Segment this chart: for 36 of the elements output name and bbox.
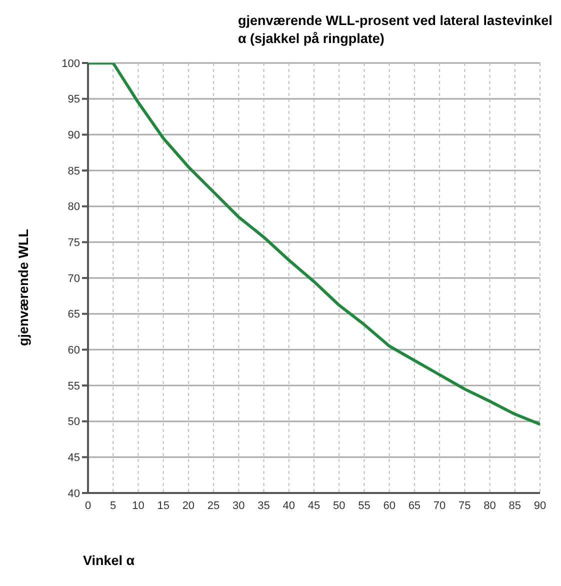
x-tick-label: 70 <box>433 500 446 512</box>
y-tick-label: 80 <box>68 201 80 214</box>
y-axis-title: gjenværende WLL <box>16 228 31 346</box>
y-tick-label: 65 <box>68 308 80 321</box>
y-tick-label: 55 <box>68 380 80 392</box>
x-tick-label: 0 <box>84 500 92 512</box>
y-tick-label: 45 <box>68 452 80 464</box>
y-tick-label: 95 <box>68 94 80 106</box>
y-tick-label: 60 <box>68 344 80 357</box>
y-tick-label: 70 <box>68 272 80 285</box>
x-tick-label: 35 <box>258 500 270 512</box>
y-tick-label: 90 <box>68 130 80 142</box>
x-tick-label: 25 <box>207 500 220 512</box>
x-tick-label: 10 <box>132 500 144 512</box>
y-tick-label: 40 <box>68 488 80 500</box>
x-tick-label: 50 <box>332 500 346 512</box>
x-tick-label: 60 <box>383 500 396 512</box>
x-tick-label: 85 <box>508 500 522 512</box>
x-tick-label: 75 <box>458 500 471 512</box>
x-axis-title: Vinkel α <box>83 553 135 568</box>
x-tick-label: 30 <box>232 500 245 512</box>
y-tick-label: 50 <box>68 416 80 428</box>
y-tick-label: 100 <box>62 58 80 70</box>
x-tick-label: 5 <box>110 500 116 512</box>
x-tick-label: 90 <box>534 500 546 512</box>
chart-title: gjenværende WLL-prosent ved lateral lastevinkel α (sjakkel på ringplate) <box>238 12 554 48</box>
y-tick-label: 75 <box>68 237 80 250</box>
x-tick-label: 20 <box>182 500 195 512</box>
x-tick-label: 15 <box>157 500 170 512</box>
x-tick-label: 80 <box>484 500 496 512</box>
x-tick-label: 55 <box>358 500 370 512</box>
x-tick-label: 65 <box>408 500 421 512</box>
x-tick-label: 40 <box>282 500 296 512</box>
line-series <box>88 63 540 426</box>
y-tick-label: 85 <box>68 165 80 178</box>
x-tick-label: 45 <box>308 500 320 512</box>
